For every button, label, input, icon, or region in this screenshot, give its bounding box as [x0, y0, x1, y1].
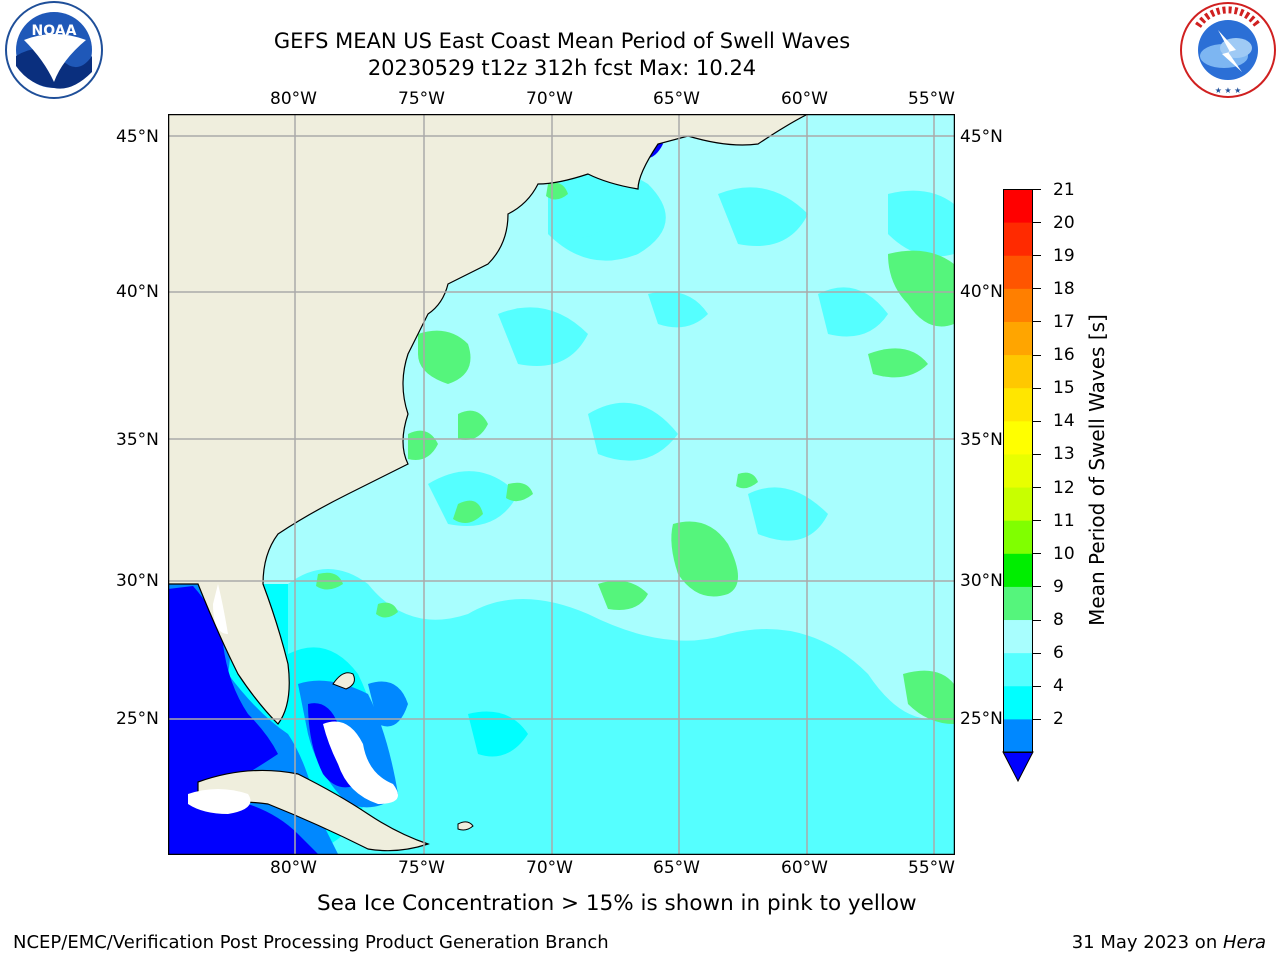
- colorbar-tick-mark: [1032, 420, 1041, 422]
- colorbar: [1002, 189, 1034, 783]
- colorbar-block: [1003, 355, 1033, 389]
- colorbar-tick-label: 19: [1053, 245, 1075, 266]
- colorbar-block: [1003, 620, 1033, 654]
- colorbar-block: [1003, 586, 1033, 621]
- lon-label-bottom-70w: 70°W: [526, 858, 573, 878]
- colorbar-tick-mark: [1032, 453, 1041, 455]
- colorbar-tick-mark: [1032, 354, 1041, 356]
- lat-label-right-35n: 35°N: [960, 430, 1003, 450]
- colorbar-tick-mark: [1032, 619, 1041, 621]
- lon-label-bottom-65w: 65°W: [653, 858, 700, 878]
- footer-date-text: 31 May 2023 on: [1071, 932, 1223, 953]
- colorbar-tick-label: 9: [1053, 576, 1064, 597]
- colorbar-block: [1003, 255, 1033, 290]
- period-band-2-4s: [168, 132, 663, 854]
- chart-title: GEFS MEAN US East Coast Mean Period of S…: [273, 29, 851, 53]
- colorbar-block: [1003, 686, 1033, 720]
- lat-label-right-45n: 45°N: [960, 127, 1003, 147]
- lon-label-bottom-80w: 80°W: [270, 858, 317, 878]
- lon-label-top-75w: 75°W: [398, 89, 445, 109]
- colorbar-tick-label: 20: [1053, 212, 1075, 233]
- colorbar-extend-arrow: [1002, 751, 1034, 783]
- lat-label-left-45n: 45°N: [116, 127, 159, 147]
- no-data-areas: [188, 584, 398, 814]
- colorbar-block: [1003, 321, 1033, 356]
- lat-label-right-40n: 40°N: [960, 282, 1003, 302]
- colorbar-tick-label: 6: [1053, 643, 1064, 664]
- lat-label-right-25n: 25°N: [960, 709, 1003, 729]
- colorbar-tick-label: 10: [1053, 543, 1075, 564]
- land: [168, 114, 809, 852]
- lon-label-bottom-60w: 60°W: [781, 858, 828, 878]
- lat-label-left-25n: 25°N: [116, 709, 159, 729]
- period-band-8-9s: [288, 166, 954, 854]
- colorbar-tick-label: 21: [1053, 179, 1075, 200]
- lon-label-top-70w: 70°W: [526, 89, 573, 109]
- colorbar-tick-label: 2: [1053, 709, 1064, 730]
- colorbar-tick-label: 13: [1053, 444, 1075, 465]
- colorbar-block: [1003, 719, 1033, 753]
- nws-logo: ★ ★ ★: [1180, 2, 1276, 98]
- period-band-9-10s: [316, 182, 954, 724]
- colorbar-tick-mark: [1032, 321, 1041, 323]
- svg-text:★ ★ ★: ★ ★ ★: [1215, 86, 1242, 95]
- colorbar-tick-label: 17: [1053, 311, 1075, 332]
- colorbar-block: [1003, 421, 1033, 455]
- lat-label-left-30n: 30°N: [116, 571, 159, 591]
- colorbar-tick-mark: [1032, 487, 1041, 489]
- lat-label-left-35n: 35°N: [116, 430, 159, 450]
- colorbar-tick-mark: [1032, 387, 1041, 389]
- colorbar-tick-label: 4: [1053, 676, 1064, 697]
- colorbar-block: [1003, 222, 1033, 257]
- lon-label-top-60w: 60°W: [781, 89, 828, 109]
- colorbar-tick-mark: [1032, 189, 1041, 190]
- colorbar-block: [1003, 388, 1033, 422]
- colorbar-tick-label: 16: [1053, 345, 1075, 366]
- footer-date: 31 May 2023 on Hera: [1072, 932, 1266, 954]
- colorbar-tick-mark: [1032, 553, 1041, 555]
- colorbar-block: [1003, 553, 1033, 588]
- map-frame: [168, 114, 955, 855]
- colorbar-block: [1003, 520, 1033, 555]
- colorbar-block: [1003, 454, 1033, 489]
- lon-label-bottom-55w: 55°W: [908, 858, 955, 878]
- colorbar-tick-mark: [1032, 685, 1041, 687]
- colorbar-tick-label: 12: [1053, 477, 1075, 498]
- colorbar-block: [1003, 189, 1033, 224]
- colorbar-label: Mean Period of Swell Waves [s]: [1085, 314, 1109, 626]
- colorbar-block: [1003, 653, 1033, 687]
- colorbar-tick-label: 18: [1053, 278, 1075, 299]
- lon-label-top-65w: 65°W: [653, 89, 700, 109]
- colorbar-tick-label: 8: [1053, 610, 1064, 631]
- colorbar-tick-mark: [1032, 520, 1041, 522]
- colorbar-tick-mark: [1032, 718, 1041, 720]
- colorbar-block: [1003, 487, 1033, 522]
- colorbar-block: [1003, 288, 1033, 323]
- footer-host: Hera: [1222, 932, 1266, 953]
- colorbar-tick-mark: [1032, 652, 1041, 654]
- lon-label-top-55w: 55°W: [908, 89, 955, 109]
- noaa-logo-text: NOAA: [32, 23, 77, 39]
- swell-period-map: [168, 114, 955, 855]
- colorbar-tick-mark: [1032, 586, 1041, 588]
- sea-ice-caption: Sea Ice Concentration > 15% is shown in …: [317, 891, 917, 916]
- map-gridlines: [168, 114, 954, 854]
- lon-label-top-80w: 80°W: [270, 89, 317, 109]
- lon-label-bottom-75w: 75°W: [398, 858, 445, 878]
- chart-subtitle: 20230529 t12z 312h fcst Max: 10.24: [367, 56, 757, 80]
- colorbar-tick-label: 11: [1053, 510, 1075, 531]
- noaa-logo: NOAA: [5, 1, 103, 99]
- colorbar-tick-label: 15: [1053, 378, 1075, 399]
- footer-credit: NCEP/EMC/Verification Post Processing Pr…: [13, 932, 609, 953]
- lat-label-right-30n: 30°N: [960, 571, 1003, 591]
- lat-label-left-40n: 40°N: [116, 282, 159, 302]
- colorbar-tick-label: 14: [1053, 411, 1075, 432]
- colorbar-tick-mark: [1032, 255, 1041, 257]
- colorbar-tick-mark: [1032, 288, 1041, 290]
- colorbar-tick-mark: [1032, 222, 1041, 224]
